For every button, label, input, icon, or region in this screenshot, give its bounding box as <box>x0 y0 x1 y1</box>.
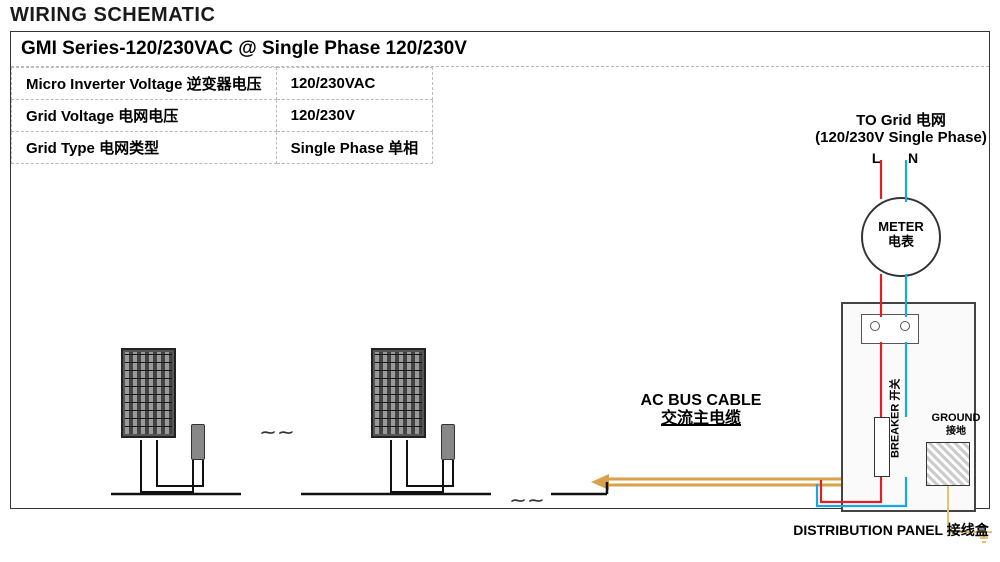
meter-label: METER 电表 <box>866 220 936 250</box>
schematic-box: GMI Series-120/230VAC @ Single Phase 120… <box>10 31 990 509</box>
diagram-area: ⁓ ⁓ ⁓ ⁓ TO Grid 电网 (120/230V Single Phas… <box>11 62 989 508</box>
breaker-label: BREAKER 开关 <box>890 373 903 463</box>
grid-label: TO Grid 电网 (120/230V Single Phase) <box>801 112 1000 147</box>
ln-label: L N <box>871 150 931 166</box>
distribution-panel-label: DISTRIBUTION PANEL 接线盒 <box>781 522 1000 538</box>
page-title: WIRING SCHEMATIC <box>0 0 1000 31</box>
ac-bus-label: AC BUS CABLE 交流主电缆 <box>621 392 781 429</box>
ground-label: GROUND 接地 <box>926 412 986 437</box>
